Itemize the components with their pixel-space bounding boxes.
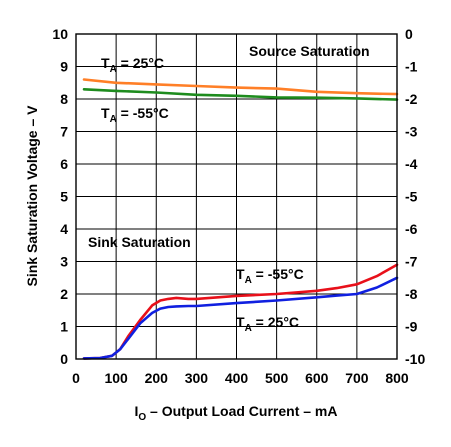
y-tick-label: 1 [60,319,68,335]
sink-ta-minus55-label: TA = -55°C [236,266,304,286]
y2-tick-label: -8 [405,286,418,302]
grid [76,34,397,359]
source-ta-25-label: TA = 25°C [101,55,164,75]
sink-saturation-label: Sink Saturation [88,234,191,250]
y2-tick-label: 0 [405,26,413,42]
y-tick-label: 2 [60,286,68,302]
y-tick-label: 10 [52,26,68,42]
sink-series-line-3 [82,276,399,360]
x-tick-label: 300 [185,370,209,386]
y2-tick-label: -7 [405,254,418,270]
y2-tick-label: -10 [405,351,425,367]
x-tick-label: 500 [265,370,289,386]
y-tick-label: 8 [60,91,68,107]
x-tick-label: 100 [104,370,128,386]
y-tick-label: 6 [60,156,68,172]
y-tick-label: 7 [60,124,68,140]
x-tick-label: 800 [385,370,409,386]
plot-frame [75,33,398,360]
y2-tick-label: -6 [405,221,418,237]
y2-tick-label: -4 [405,156,418,172]
x-tick-label: 200 [145,370,169,386]
y2-tick-label: -2 [405,91,418,107]
x-axis-title: IO – Output Load Current – mA [134,403,337,423]
x-tick-label: 0 [72,370,80,386]
x-tick-label: 600 [305,370,329,386]
source-ta-minus55-label: TA = -55°C [101,105,169,125]
x-tick-label: 400 [225,370,249,386]
y-tick-label: 4 [60,221,68,237]
y-tick-label: 3 [60,254,68,270]
source-saturation-label: Source Saturation [249,43,370,59]
x-tick-label: 700 [345,370,369,386]
y-tick-label: 5 [60,189,68,205]
y2-tick-label: -9 [405,319,418,335]
y-tick-label: 9 [60,59,68,75]
series-layer [82,78,399,360]
y-axis-title: Sink Saturation Voltage – V [24,105,40,287]
tick-labels: 0 100 200 300 400 500 600 700 800012345678910-10… [52,26,425,386]
source-series-line-1 [82,88,399,101]
y2-tick-label: -1 [405,59,418,75]
y2-tick-label: -5 [405,189,418,205]
y-tick-label: 0 [60,351,68,367]
source-series-line-0 [82,78,399,96]
y2-tick-label: -3 [405,124,418,140]
sink-ta-25-label: TA = 25°C [236,314,299,334]
